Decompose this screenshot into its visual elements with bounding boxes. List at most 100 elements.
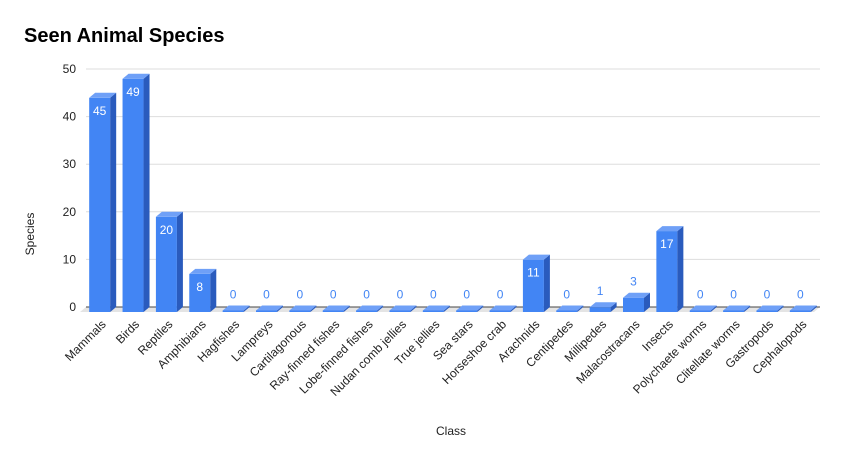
data-label: 0 (563, 288, 570, 302)
bar-side (343, 305, 350, 312)
bar-front (522, 259, 544, 312)
bar-front (289, 310, 311, 312)
bar-top (222, 305, 250, 311)
bar-front (723, 310, 745, 312)
bar-top (522, 254, 550, 260)
bar-side (310, 305, 317, 312)
bar-side (277, 305, 283, 312)
bar-front (422, 310, 444, 312)
data-label: 0 (230, 288, 237, 302)
bar-top (89, 92, 117, 98)
bar-front (189, 273, 211, 312)
bar-side (510, 305, 517, 312)
bar-top (322, 305, 350, 311)
bar-side (477, 305, 484, 312)
bar-side (243, 305, 250, 312)
bar-front (155, 216, 177, 312)
bar-top (789, 305, 817, 311)
data-label: 0 (363, 288, 370, 302)
bar-front (389, 310, 411, 312)
bar-front (489, 310, 511, 312)
bar-side (610, 302, 617, 312)
bar-top (356, 305, 384, 311)
bar-front (556, 310, 578, 312)
x-tick-label: Birds (113, 317, 142, 346)
bar-front (589, 307, 611, 312)
bar-side (210, 268, 217, 312)
bar (422, 305, 450, 312)
bar (289, 305, 317, 312)
bar-top (155, 211, 183, 217)
data-label: 17 (660, 237, 674, 251)
bar-front (122, 78, 144, 312)
bar-top (723, 305, 751, 311)
data-label: 0 (697, 288, 704, 302)
y-tick-label: 0 (69, 300, 76, 314)
data-label: 0 (430, 288, 437, 302)
bar-front (89, 97, 111, 312)
gridlines (86, 68, 820, 260)
bar (656, 226, 684, 312)
bar-top (456, 305, 484, 311)
y-tick-label: 20 (63, 205, 77, 219)
y-tick-label: 40 (63, 110, 77, 124)
bar-side (810, 305, 817, 312)
bar-side (377, 305, 384, 312)
bar-front (756, 310, 778, 312)
data-label: 0 (764, 288, 771, 302)
bar-front (356, 310, 378, 312)
bar-front (789, 310, 811, 312)
bar-top (256, 305, 283, 311)
bar (489, 305, 517, 312)
data-label: 0 (263, 288, 270, 302)
data-label: 45 (93, 104, 107, 118)
bar (589, 302, 617, 312)
data-label: 49 (126, 85, 140, 99)
bar (389, 305, 417, 312)
data-label: 3 (630, 275, 637, 289)
x-axis-categories: Mammals BirdsReptilesAmphibiansHagfishesL… (62, 317, 809, 399)
bar-front (322, 310, 344, 312)
data-labels: 45 49 20 8 0 0 0 0 0 0 0 0 0 11 0 1 3 17 0 0 0 0 (93, 85, 804, 302)
data-label: 0 (330, 288, 337, 302)
bar-side (777, 305, 784, 312)
y-tick-label: 50 (63, 62, 77, 76)
bar-top (756, 305, 784, 311)
bar-side (143, 73, 150, 312)
y-tick-label: 30 (63, 157, 77, 171)
bar-side (710, 305, 717, 312)
data-label: 0 (297, 288, 304, 302)
bar-side (744, 305, 751, 312)
bar-front (656, 231, 678, 312)
data-label: 0 (463, 288, 470, 302)
bar (122, 73, 150, 312)
bar-side (110, 92, 117, 312)
bar-top (389, 305, 417, 311)
bar-side (176, 211, 183, 312)
bar-top (556, 305, 584, 311)
data-label: 0 (397, 288, 404, 302)
bar (256, 305, 283, 312)
x-tick-label: Mammals (62, 317, 109, 364)
bar-top (489, 305, 517, 311)
bar-top (689, 305, 717, 311)
bar-side (543, 254, 550, 312)
bar (789, 305, 817, 312)
bar-top (289, 305, 317, 311)
y-tick-label: 10 (63, 252, 77, 266)
bar (356, 305, 384, 312)
bar (222, 305, 250, 312)
x-axis-title: Class (436, 424, 466, 438)
bar-side (644, 292, 650, 312)
bar (322, 305, 350, 312)
bar-top (656, 226, 684, 232)
bar-top (623, 292, 650, 298)
bars (89, 73, 817, 312)
data-label: 0 (730, 288, 737, 302)
bar-side (577, 305, 584, 312)
bar (522, 254, 550, 312)
data-label: 0 (797, 288, 804, 302)
data-label: 0 (497, 288, 504, 302)
bar (556, 305, 584, 312)
